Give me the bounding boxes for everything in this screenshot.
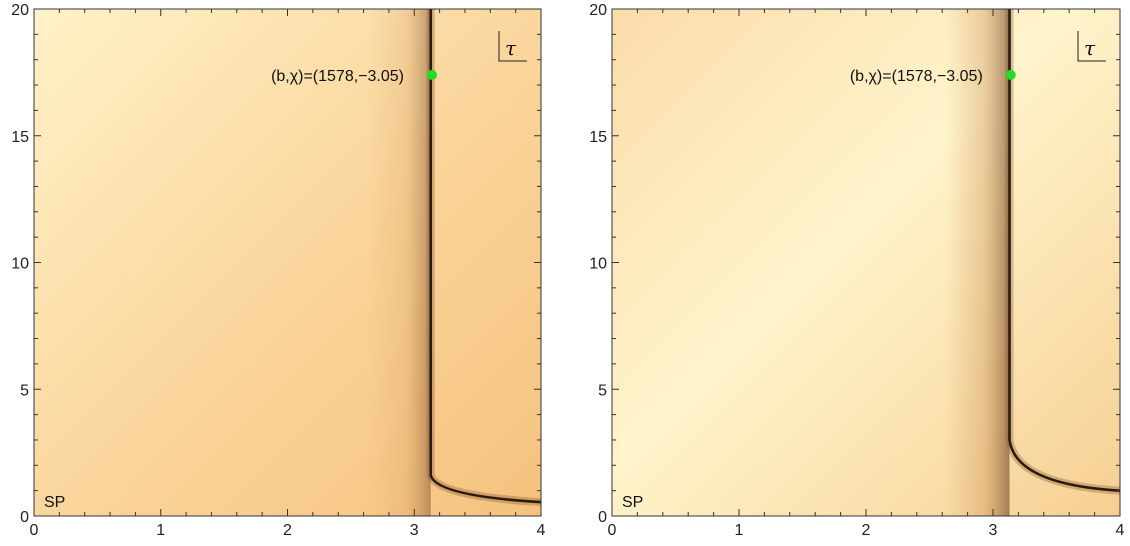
highlight-point [426, 69, 437, 80]
y-tick-label: 0 [20, 509, 29, 526]
legend-bracket [1077, 31, 1106, 62]
x-tick-label: 4 [537, 522, 546, 539]
y-tick-label: 10 [589, 256, 607, 273]
y-tick-label: 20 [589, 2, 607, 19]
ridge-line [429, 9, 542, 504]
ridge-shading [946, 9, 1010, 516]
y-tick-label: 20 [11, 2, 29, 19]
point-annotation: (b,χ)=(1578,−3.05) [271, 68, 404, 85]
x-tick-label: 0 [30, 522, 39, 539]
heatmap-right: 0 1 2 3 4 0 5 10 15 20 SP τ (b,χ)=(1578,−3.05) [589, 2, 1125, 539]
y-tick-label: 5 [20, 382, 29, 399]
legend-symbol: τ [1084, 36, 1096, 60]
x-tick-label: 1 [735, 522, 744, 539]
heatmap-background [612, 9, 1120, 516]
x-tick-label: 3 [989, 522, 998, 539]
point-annotation: (b,χ)=(1578,−3.05) [850, 68, 983, 85]
corner-label: SP [622, 494, 643, 511]
y-tick-label: 15 [11, 129, 29, 146]
legend-symbol: τ [505, 36, 517, 60]
x-tick-label: 0 [608, 522, 617, 539]
y-tick-label: 0 [598, 509, 607, 526]
ridge-shading [367, 9, 431, 516]
ridge-line [1008, 9, 1121, 492]
x-tick-label: 4 [1116, 522, 1125, 539]
highlight-point [1005, 69, 1016, 80]
heatmap-left: 0 1 2 3 4 0 5 10 15 20 SP τ (b,χ)=(1578,−3.05) [11, 2, 546, 539]
y-tick-label: 5 [598, 382, 607, 399]
y-tick-label: 10 [11, 256, 29, 273]
x-tick-label: 3 [410, 522, 419, 539]
x-tick-label: 1 [156, 522, 165, 539]
x-tick-label: 2 [283, 522, 292, 539]
x-tick-label: 2 [862, 522, 871, 539]
heatmap-background [34, 9, 541, 516]
corner-label: SP [44, 494, 65, 511]
legend-bracket [498, 31, 527, 62]
y-tick-label: 15 [589, 129, 607, 146]
